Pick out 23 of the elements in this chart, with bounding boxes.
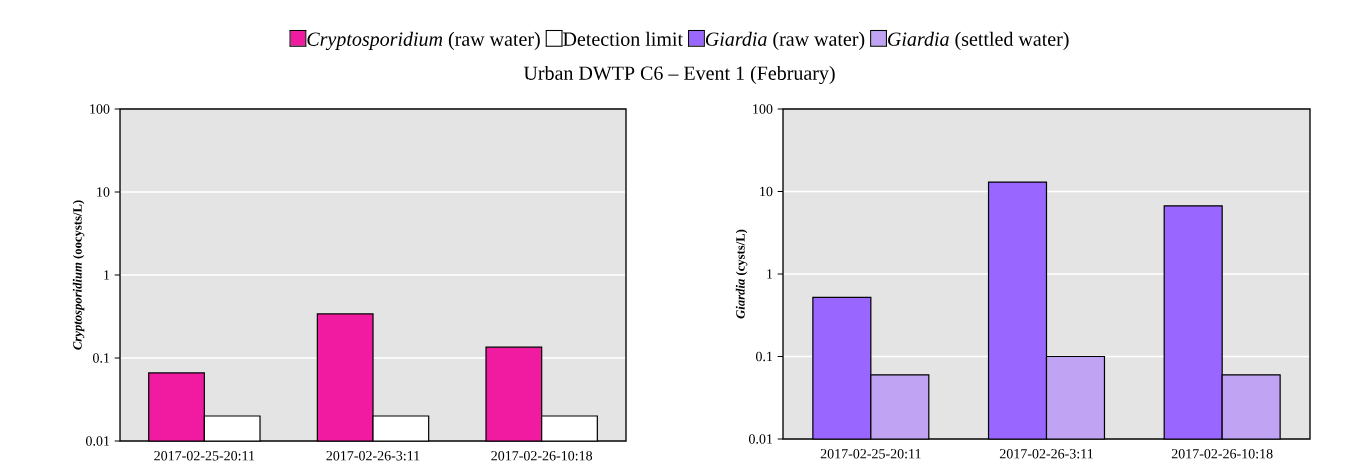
legend-label: Giardia (settled water)	[888, 31, 1069, 50]
x-tick-label: 2017-02-26-10:18	[1171, 449, 1273, 459]
y-axis-title: Cryptosporidium (oocysts/L)	[72, 200, 85, 350]
x-tick-label: 2017-02-26-10:18	[491, 451, 593, 461]
y-tick-label: 0.01	[86, 436, 110, 446]
y-tick-label: 100	[90, 104, 110, 114]
y-tick-label: 0.01	[748, 434, 773, 444]
text: Urban DWTP C6 – Event 1 (February)	[523, 65, 835, 85]
y-tick-label: 100	[753, 104, 773, 114]
y-tick-label: 0.1	[93, 353, 110, 363]
legend-label: Giardia (raw water)	[705, 31, 865, 50]
legend-label: Detection limit	[563, 31, 683, 46]
legend-label: Cryptosporidium (raw water)	[307, 31, 540, 51]
y-tick-label: 10	[760, 186, 773, 197]
y-axis-title: Giardia (cysts/L)	[735, 229, 748, 319]
x-tick-label: 2017-02-25-20:11	[154, 451, 255, 461]
y-tick-label: 1	[104, 270, 110, 280]
x-tick-label: 2017-02-26-3:11	[999, 449, 1093, 459]
y-tick-label: 0.1	[755, 351, 773, 362]
y-tick-label: 1	[767, 269, 773, 279]
x-tick-label: 2017-02-26-3:11	[326, 451, 420, 461]
y-tick-label: 10	[97, 187, 110, 197]
x-tick-label: 2017-02-25-20:11	[820, 449, 921, 459]
